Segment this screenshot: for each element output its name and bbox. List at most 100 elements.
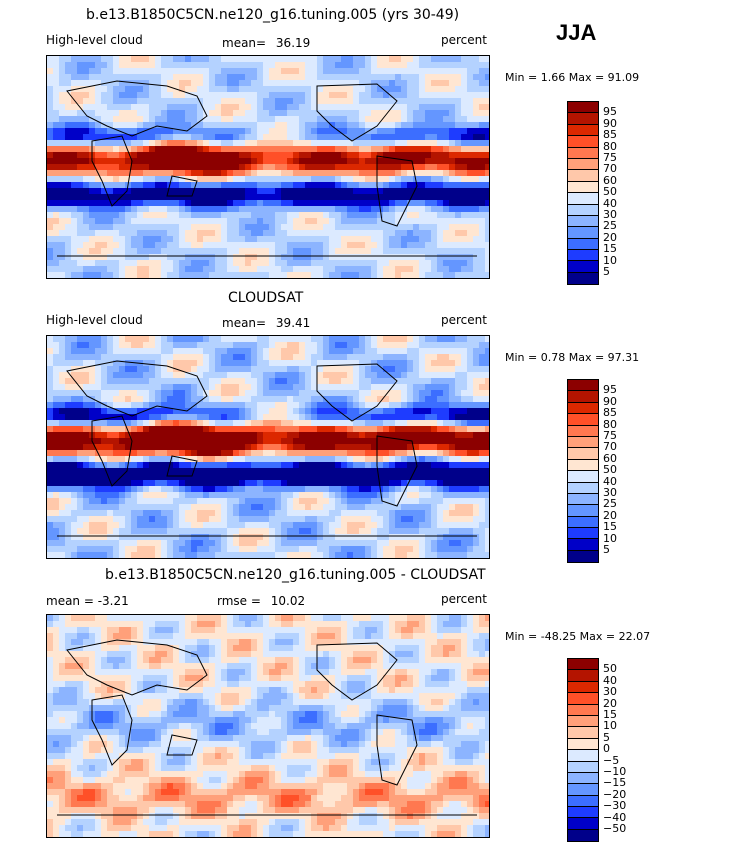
colorbar-segment (568, 102, 598, 114)
panel-2-colorbar (567, 379, 599, 564)
panel-3-colorbar (567, 658, 599, 842)
panel-3-rmse-key: rmse = (217, 594, 261, 608)
panel-3-units: percent (441, 592, 487, 606)
colorbar-segment (568, 113, 598, 125)
panel-1-title: b.e13.B1850C5CN.ne120_g16.tuning.005 (yr… (86, 7, 460, 23)
colorbar-segment (568, 380, 598, 392)
colorbar-segment (568, 727, 598, 739)
panel-1-colorbar (567, 101, 599, 286)
panel-1-mean-key: mean= (222, 36, 267, 50)
colorbar-segment (568, 670, 598, 682)
colorbar-tick-label: 40 (603, 673, 617, 687)
colorbar-segment (568, 436, 598, 449)
colorbar-tick-label: 95 (603, 383, 617, 397)
colorbar-tick-label: 15 (603, 708, 617, 721)
colorbar-tick-label: 40 (603, 474, 617, 488)
colorbar-segment (568, 818, 598, 830)
colorbar-segment (568, 659, 598, 671)
colorbar-tick-label: 70 (603, 162, 617, 176)
colorbar-tick-label: 90 (603, 394, 617, 408)
panel-2-variable-label: High-level cloud (46, 313, 143, 327)
colorbar-tick-label: 70 (603, 440, 617, 454)
colorbar-tick-label: 20 (603, 230, 617, 244)
colorbar-tick-label: −10 (603, 765, 627, 778)
colorbar-segment (568, 795, 598, 808)
colorbar-segment (568, 704, 598, 716)
colorbar-tick-label: 85 (603, 406, 617, 420)
colorbar-tick-label: −50 (603, 822, 627, 835)
panel-3-minmax: Min = -48.25 Max = 22.07 (505, 630, 651, 643)
colorbar-tick-label: 50 (603, 185, 617, 199)
colorbar-segment (568, 539, 598, 551)
panel-3-map (46, 614, 490, 838)
panel-1-units: percent (441, 33, 487, 47)
panel-2-map (46, 335, 490, 559)
panel-2-units: percent (441, 313, 487, 327)
colorbar-tick-label: 25 (603, 219, 617, 233)
panel-1-variable-label: High-level cloud (46, 33, 143, 47)
panel-1-minmax: Min = 1.66 Max = 91.09 (505, 71, 640, 84)
colorbar-segment (568, 124, 598, 137)
colorbar-segment (568, 459, 598, 472)
colorbar-segment (568, 181, 598, 194)
colorbar-tick-label: 30 (603, 208, 617, 221)
colorbar-segment (568, 238, 598, 251)
colorbar-segment (568, 204, 598, 216)
colorbar-segment (568, 261, 598, 273)
colorbar-tick-label: −40 (603, 810, 627, 824)
colorbar-segment (568, 136, 598, 148)
colorbar-segment (568, 250, 598, 262)
colorbar-tick-label: 5 (603, 543, 610, 556)
colorbar-tick-label: 0 (603, 742, 610, 756)
panel-1-map (46, 55, 490, 279)
colorbar-tick-label: 5 (603, 265, 610, 278)
colorbar-segment (568, 215, 598, 228)
panel-3-rmse-value: 10.02 (270, 594, 306, 608)
colorbar-segment (568, 516, 598, 529)
colorbar-segment (568, 227, 598, 239)
panel-3-mean-label: mean = -3.21 (46, 594, 129, 608)
colorbar-segment (568, 761, 598, 773)
colorbar-segment (568, 829, 598, 842)
colorbar-segment (568, 158, 598, 171)
colorbar-segment (568, 482, 598, 494)
colorbar-tick-label: 95 (603, 105, 617, 119)
panel-2-title: CLOUDSAT (228, 290, 304, 306)
colorbar-segment (568, 193, 598, 205)
colorbar-tick-label: 30 (603, 486, 617, 499)
colorbar-tick-label: 25 (603, 497, 617, 511)
colorbar-tick-label: −15 (603, 776, 627, 790)
colorbar-tick-label: 20 (603, 508, 617, 522)
colorbar-segment (568, 391, 598, 403)
colorbar-tick-label: 80 (603, 139, 617, 153)
colorbar-segment (568, 448, 598, 460)
colorbar-segment (568, 715, 598, 728)
colorbar-segment (568, 505, 598, 517)
colorbar-segment (568, 402, 598, 415)
colorbar-segment (568, 807, 598, 819)
colorbar-tick-label: 40 (603, 196, 617, 210)
colorbar-segment (568, 681, 598, 694)
panel-2-mean-label: mean= 39.41 (222, 316, 310, 330)
colorbar-tick-label: 90 (603, 116, 617, 130)
panel-1-mean-label: mean= 36.19 (222, 36, 310, 50)
colorbar-tick-label: 10 (603, 531, 617, 545)
colorbar-segment (568, 272, 598, 285)
colorbar-segment (568, 414, 598, 426)
colorbar-segment (568, 170, 598, 182)
colorbar-segment (568, 528, 598, 540)
colorbar-tick-label: 85 (603, 128, 617, 142)
colorbar-tick-label: 10 (603, 253, 617, 267)
colorbar-segment (568, 750, 598, 762)
colorbar-segment (568, 550, 598, 563)
panel-1-mean-value: 36.19 (275, 36, 311, 50)
colorbar-segment (568, 425, 598, 437)
panel-2-minmax: Min = 0.78 Max = 97.31 (505, 351, 640, 364)
colorbar-tick-label: 10 (603, 719, 617, 733)
colorbar-tick-label: 80 (603, 417, 617, 431)
panel-3-title: b.e13.B1850C5CN.ne120_g16.tuning.005 - C… (105, 567, 486, 583)
colorbar-tick-label: 60 (603, 173, 617, 187)
colorbar-tick-label: 75 (603, 429, 617, 442)
colorbar-tick-label: −30 (603, 799, 627, 813)
colorbar-tick-label: 75 (603, 151, 617, 164)
